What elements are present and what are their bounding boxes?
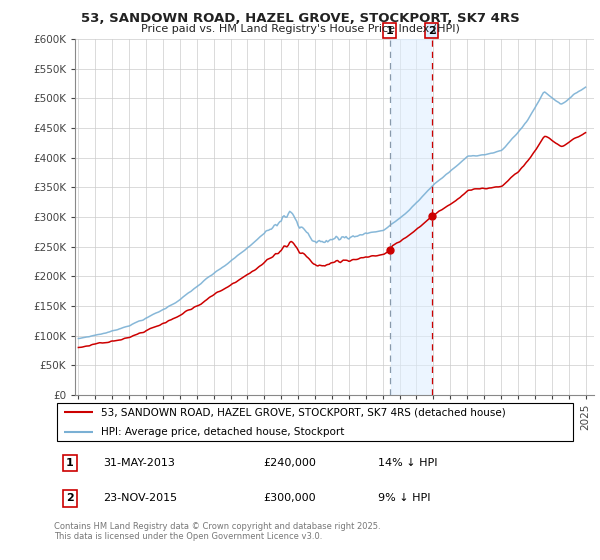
Text: 53, SANDOWN ROAD, HAZEL GROVE, STOCKPORT, SK7 4RS (detached house): 53, SANDOWN ROAD, HAZEL GROVE, STOCKPORT…: [101, 408, 506, 417]
Text: 23-NOV-2015: 23-NOV-2015: [104, 493, 178, 503]
Text: 14% ↓ HPI: 14% ↓ HPI: [377, 458, 437, 468]
Text: £300,000: £300,000: [263, 493, 316, 503]
Text: Price paid vs. HM Land Registry's House Price Index (HPI): Price paid vs. HM Land Registry's House …: [140, 24, 460, 34]
Text: 9% ↓ HPI: 9% ↓ HPI: [377, 493, 430, 503]
Text: 1: 1: [386, 26, 394, 36]
Text: £240,000: £240,000: [263, 458, 316, 468]
Text: 2: 2: [66, 493, 74, 503]
Text: 31-MAY-2013: 31-MAY-2013: [104, 458, 175, 468]
Text: HPI: Average price, detached house, Stockport: HPI: Average price, detached house, Stoc…: [101, 427, 344, 437]
Text: 2: 2: [428, 26, 436, 36]
FancyBboxPatch shape: [56, 403, 574, 441]
Text: Contains HM Land Registry data © Crown copyright and database right 2025.
This d: Contains HM Land Registry data © Crown c…: [54, 522, 380, 542]
Text: 1: 1: [66, 458, 74, 468]
Text: 53, SANDOWN ROAD, HAZEL GROVE, STOCKPORT, SK7 4RS: 53, SANDOWN ROAD, HAZEL GROVE, STOCKPORT…: [80, 12, 520, 25]
